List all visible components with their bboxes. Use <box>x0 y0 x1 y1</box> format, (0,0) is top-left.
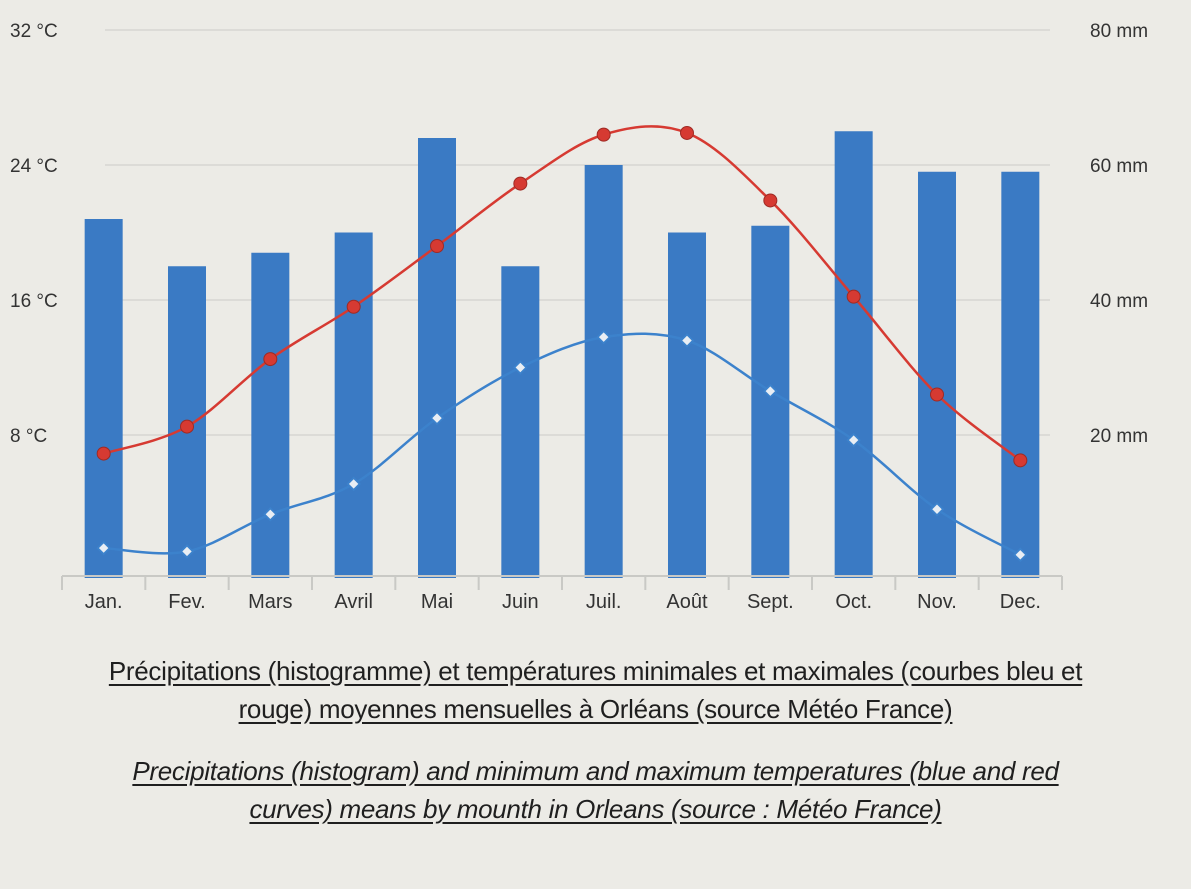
precipitation-bar <box>84 219 123 578</box>
precipitation-bar <box>1001 171 1040 578</box>
max-temperature-point <box>763 193 778 208</box>
max-temperature-point <box>430 239 444 253</box>
right-axis-tick-label: 60 mm <box>1090 156 1148 177</box>
max-temperature-point <box>596 127 611 142</box>
month-label: Avril <box>334 591 373 613</box>
month-label: Mars <box>248 591 292 613</box>
min-temperature-point <box>763 383 778 399</box>
min-temperature-point <box>1013 547 1028 563</box>
month-label: Oct. <box>835 591 872 613</box>
max-temperature-point <box>1013 453 1028 468</box>
month-label: Fev. <box>168 591 205 613</box>
max-temperature-point <box>180 419 194 434</box>
max-temperature-point <box>513 176 528 191</box>
left-axis-tick-label: 32 °C <box>10 21 58 42</box>
caption-french-line-2: rouge) moyennes mensuelles à Orléans (so… <box>238 694 953 724</box>
left-axis-tick-label: 8 °C <box>10 426 47 447</box>
left-axis-tick-label: 24 °C <box>10 156 58 177</box>
min-temperature-point <box>179 544 195 559</box>
precipitation-bar <box>834 131 873 578</box>
caption-french: Précipitations (histogramme) et températ… <box>0 652 1191 728</box>
month-label: Juin <box>502 591 539 613</box>
precipitation-bar <box>751 225 790 578</box>
precipitation-bar <box>584 165 623 578</box>
precipitation-bar <box>334 232 373 578</box>
caption-english: Precipitations (histogram) and minimum a… <box>0 752 1191 828</box>
max-temperature-point <box>263 352 278 367</box>
precipitation-bar <box>251 252 290 578</box>
min-temperature-point <box>679 333 695 348</box>
right-axis-tick-label: 40 mm <box>1090 291 1148 312</box>
month-label: Sept. <box>747 591 794 613</box>
max-temperature-point <box>930 387 944 402</box>
max-temperature-line <box>103 125 1022 462</box>
month-label: Août <box>666 591 708 613</box>
month-label: Mai <box>421 591 453 613</box>
precipitation-bar <box>668 232 706 578</box>
min-temperature-line <box>103 332 1021 556</box>
min-temperature-point <box>263 507 278 522</box>
month-label: Dec. <box>1000 591 1041 613</box>
min-temperature-point <box>429 410 445 426</box>
right-axis-tick-label: 80 mm <box>1090 21 1148 42</box>
max-temperature-point <box>346 299 361 314</box>
climate-chart: 8 °C 16 °C 24 °C 32 °C 20 mm 40 mm 60 mm 80 mm J… <box>10 21 1148 613</box>
month-label: Jan. <box>85 591 123 613</box>
min-temperature-point <box>846 432 861 448</box>
precipitation-bar <box>418 138 456 578</box>
max-temperature-point <box>96 446 111 461</box>
right-axis-tick-label: 20 mm <box>1090 426 1148 447</box>
left-axis-tick-label: 16 °C <box>10 291 58 312</box>
precipitation-bar <box>501 266 540 578</box>
max-temperature-point <box>680 125 694 140</box>
caption-english-line-1: Precipitations (histogram) and minimum a… <box>132 756 1059 786</box>
month-label: Juil. <box>586 591 622 613</box>
caption-french-line-1: Précipitations (histogramme) et températ… <box>108 656 1083 686</box>
min-temperature-point <box>596 329 611 345</box>
month-label: Nov. <box>917 591 957 613</box>
min-temperature-point <box>346 476 361 492</box>
max-temperature-point <box>846 289 861 304</box>
min-temperature-point <box>929 501 945 517</box>
min-temperature-point <box>96 540 111 556</box>
min-temperature-point <box>513 360 528 375</box>
caption-english-line-2: curves) means by mounth in Orleans (sour… <box>249 794 942 824</box>
